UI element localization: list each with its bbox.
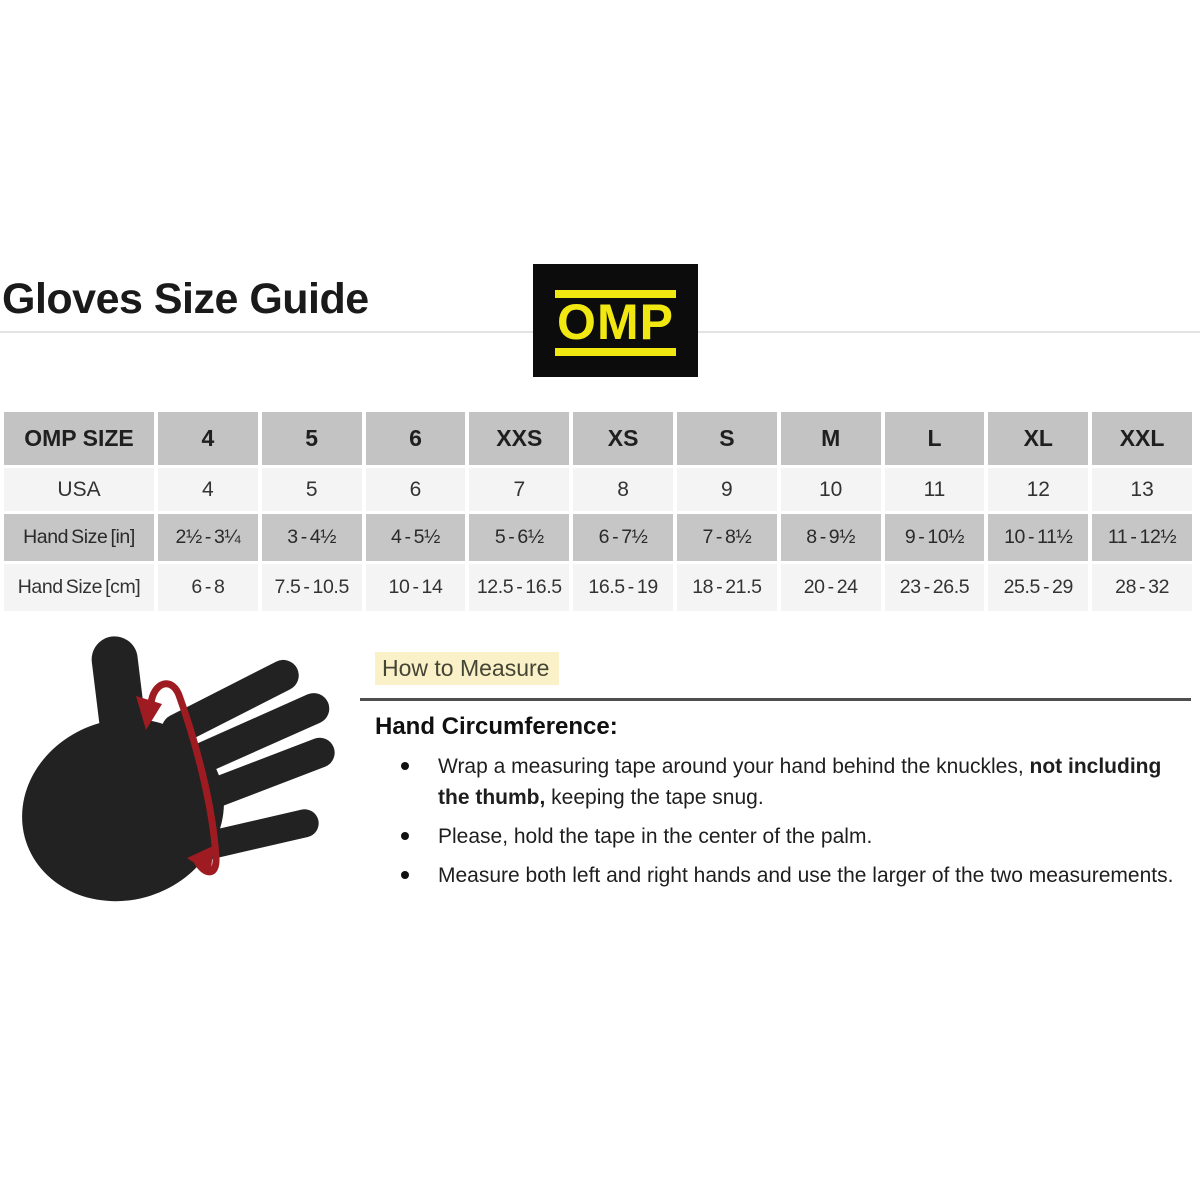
table-header-cell: OMP SIZE xyxy=(4,412,154,465)
table-cell: 4 - 5½ xyxy=(365,514,466,561)
instruction-text: Measure both left and right hands and us… xyxy=(438,864,1174,887)
table-cell: 18 - 21.5 xyxy=(676,564,777,611)
table-cell: 3 - 4½ xyxy=(261,514,362,561)
table-header-cell: XS xyxy=(573,412,673,465)
table-cell: 6 - 8 xyxy=(158,564,258,611)
table-cell: 12.5 - 16.5 xyxy=(469,564,570,611)
instruction-text: Wrap a measuring tape around your hand b… xyxy=(438,755,1030,778)
table-header-cell: 6 xyxy=(365,412,466,465)
table-header-row: OMP SIZE 4 5 6 XXS XS S M L XL XXL xyxy=(4,412,1192,465)
table-cell: 7 xyxy=(469,468,570,511)
tape-arrow-top xyxy=(136,696,162,730)
table-cell: 4 xyxy=(158,468,258,511)
measure-instruction-item: Measure both left and right hands and us… xyxy=(360,860,1191,891)
table-cell: 10 - 14 xyxy=(365,564,466,611)
table-header-cell: 4 xyxy=(158,412,258,465)
table-row-hand-size-in: Hand Size [in] 2½ - 3¼ 3 - 4½ 4 - 5½ 5 -… xyxy=(4,514,1192,561)
table-cell: 16.5 - 19 xyxy=(573,564,673,611)
table-cell: 6 xyxy=(365,468,466,511)
table-cell: 7.5 - 10.5 xyxy=(261,564,362,611)
table-header-cell: M xyxy=(780,412,881,465)
table-cell: 9 - 10½ xyxy=(884,514,985,561)
table-row-hand-size-cm: Hand Size [cm] 6 - 8 7.5 - 10.5 10 - 14 … xyxy=(4,564,1192,611)
table-header-cell: XXS xyxy=(469,412,570,465)
table-header-cell: 5 xyxy=(261,412,362,465)
table-cell: 9 xyxy=(676,468,777,511)
table-cell: 11 xyxy=(884,468,985,511)
table-header-cell: L xyxy=(884,412,985,465)
measuring-tape-icon xyxy=(136,680,220,876)
measure-instruction-item: Wrap a measuring tape around your hand b… xyxy=(360,751,1191,813)
bullet-icon xyxy=(401,871,409,879)
omp-logo-bottom-bar-icon xyxy=(555,348,676,356)
table-cell: 5 - 6½ xyxy=(469,514,570,561)
table-cell: 13 xyxy=(1092,468,1192,511)
row-label: USA xyxy=(4,468,154,511)
table-header-cell: XL xyxy=(988,412,1089,465)
measure-divider xyxy=(360,698,1191,701)
table-cell: 25.5 - 29 xyxy=(988,564,1089,611)
hand-circumference-heading: Hand Circumference: xyxy=(375,713,618,740)
tape-arrow-bottom xyxy=(187,846,213,874)
table-cell: 11 - 12½ xyxy=(1092,514,1192,561)
table-cell: 10 - 11½ xyxy=(988,514,1089,561)
table-cell: 8 xyxy=(573,468,673,511)
table-cell: 7 - 8½ xyxy=(676,514,777,561)
omp-logo: OMP xyxy=(533,264,698,377)
instruction-text: Please, hold the tape in the center of t… xyxy=(438,825,873,848)
table-header-cell: S xyxy=(676,412,777,465)
table-cell: 2½ - 3¼ xyxy=(158,514,258,561)
hand-silhouette-icon xyxy=(22,636,335,902)
table-cell: 23 - 26.5 xyxy=(884,564,985,611)
measure-instruction-item: Please, hold the tape in the center of t… xyxy=(360,821,1191,852)
row-label: Hand Size [in] xyxy=(4,514,154,561)
table-header-cell: XXL xyxy=(1092,412,1192,465)
omp-logo-top-bar-icon xyxy=(555,290,676,298)
bullet-icon xyxy=(401,762,409,770)
table-cell: 6 - 7½ xyxy=(573,514,673,561)
table-cell: 20 - 24 xyxy=(780,564,881,611)
size-table: OMP SIZE 4 5 6 XXS XS S M L XL XXL USA 4… xyxy=(0,409,1196,614)
table-row-usa: USA 4 5 6 7 8 9 10 11 12 13 xyxy=(4,468,1192,511)
instruction-text: keeping the tape snug. xyxy=(545,786,764,809)
table-cell: 8 - 9½ xyxy=(780,514,881,561)
table-cell: 28 - 32 xyxy=(1092,564,1192,611)
row-label: Hand Size [cm] xyxy=(4,564,154,611)
omp-logo-text: OMP xyxy=(557,294,674,350)
table-cell: 10 xyxy=(780,468,881,511)
table-cell: 5 xyxy=(261,468,362,511)
page-title: Gloves Size Guide xyxy=(2,275,369,323)
bullet-icon xyxy=(401,832,409,840)
hand-measure-illustration xyxy=(5,630,355,908)
how-to-measure-heading: How to Measure xyxy=(375,652,560,685)
measure-instructions-list: Wrap a measuring tape around your hand b… xyxy=(360,751,1191,891)
table-cell: 12 xyxy=(988,468,1089,511)
instruction-text-bold: not including the thumb, xyxy=(438,755,1162,809)
how-to-measure-section: How to Measure Hand Circumference: Wrap … xyxy=(360,652,1191,899)
